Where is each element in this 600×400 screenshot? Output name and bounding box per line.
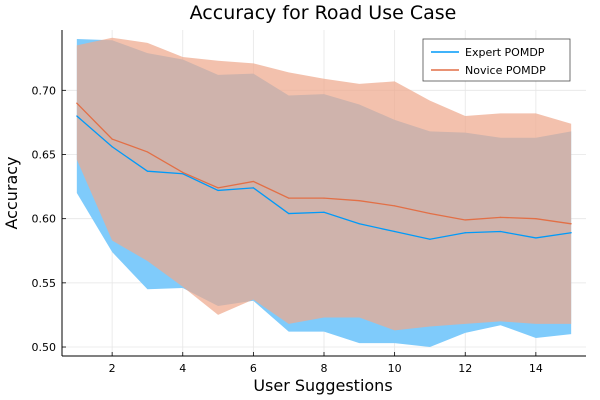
data-point-novice-2 [111, 138, 113, 140]
series-lines [76, 102, 572, 240]
data-point-novice-4 [182, 171, 184, 174]
legend: Expert POMDP Novice POMDP [422, 38, 571, 82]
data-point-expert-15 [570, 232, 572, 234]
y-tick-label-1: 0.55 [32, 277, 57, 290]
y-tick-label-2: 0.60 [32, 213, 57, 226]
x-tick-label-2: 6 [250, 362, 257, 375]
data-point-novice-13 [499, 216, 502, 218]
data-point-expert-1 [76, 115, 78, 117]
data-point-novice-11 [429, 212, 431, 215]
data-point-expert-13 [499, 230, 502, 233]
data-point-novice-6 [252, 180, 254, 183]
data-point-novice-14 [535, 218, 537, 220]
data-point-novice-10 [394, 205, 396, 207]
y-tick-label-4: 0.70 [32, 84, 57, 97]
data-point-novice-7 [288, 197, 290, 199]
data-point-novice-12 [464, 219, 466, 221]
x-tick-label-4: 10 [388, 362, 402, 375]
legend-label-expert: Expert POMDP [465, 46, 545, 59]
x-tick-label-6: 14 [529, 362, 543, 375]
y-axis-title: Accuracy [2, 156, 21, 229]
data-point-expert-9 [358, 223, 360, 225]
data-point-novice-3 [146, 151, 149, 153]
x-axis-title: User Suggestions [253, 376, 392, 395]
data-point-expert-7 [288, 212, 290, 215]
data-point-expert-6 [252, 187, 254, 189]
data-point-expert-8 [323, 211, 325, 213]
tick-labels: 2 4 6 8 10 12 14 0.50 0.55 0.60 0.65 0.70 [32, 84, 543, 375]
data-point-expert-10 [394, 230, 396, 233]
y-tick-label-0: 0.50 [32, 341, 57, 354]
data-point-novice-5 [217, 187, 219, 189]
confidence-band-novice [76, 37, 572, 331]
data-point-expert-14 [535, 237, 537, 239]
legend-label-novice: Novice POMDP [465, 64, 546, 77]
data-point-expert-12 [464, 232, 466, 234]
x-tick-label-3: 8 [321, 362, 328, 375]
x-tick-label-1: 4 [179, 362, 186, 375]
confidence-bands [76, 37, 572, 348]
data-point-expert-2 [111, 146, 113, 148]
chart-title: Accuracy for Road Use Case [190, 2, 457, 24]
data-point-novice-15 [570, 223, 572, 225]
y-tick-label-3: 0.65 [32, 148, 57, 161]
data-point-novice-9 [358, 200, 360, 202]
data-point-novice-8 [323, 197, 325, 199]
data-point-expert-4 [182, 173, 184, 175]
data-point-novice-1 [76, 102, 78, 104]
x-tick-label-5: 12 [458, 362, 472, 375]
data-point-expert-5 [217, 189, 219, 192]
legend-box [422, 38, 571, 82]
x-tick-label-0: 2 [109, 362, 116, 375]
data-point-expert-3 [146, 170, 149, 172]
axes [61, 30, 586, 357]
data-point-expert-11 [429, 238, 431, 240]
